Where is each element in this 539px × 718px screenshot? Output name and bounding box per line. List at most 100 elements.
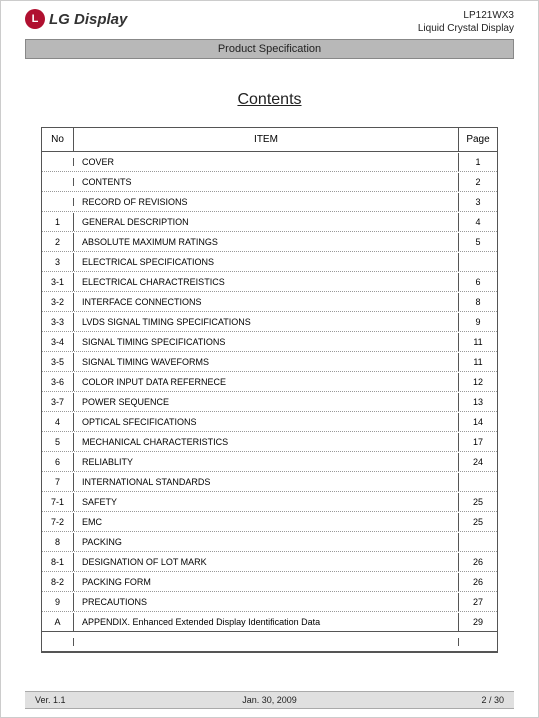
toc-cell-no: 3-4 [42, 333, 74, 351]
toc-cell-page: 27 [459, 593, 497, 611]
toc-cell-item: INTERNATIONAL STANDARDS [74, 473, 459, 491]
toc-cell-no: 3 [42, 253, 74, 271]
toc-body: COVER1CONTENTS2RECORD OF REVISIONS31GENE… [42, 152, 497, 632]
toc-cell-item: PRECAUTIONS [74, 593, 459, 611]
toc-table: No ITEM Page COVER1CONTENTS2RECORD OF RE… [41, 127, 498, 653]
toc-row: RECORD OF REVISIONS3 [42, 192, 497, 212]
toc-row: CONTENTS2 [42, 172, 497, 192]
toc-cell-page [459, 478, 497, 486]
toc-cell-item: MECHANICAL CHARACTERISTICS [74, 433, 459, 451]
toc-cell-no: 3-1 [42, 273, 74, 291]
toc-cell-no [42, 158, 74, 166]
toc-row: 3-2INTERFACE CONNECTIONS8 [42, 292, 497, 312]
toc-cell-item: SIGNAL TIMING SPECIFICATIONS [74, 333, 459, 351]
footer-bar: Ver. 1.1 Jan. 30, 2009 2 / 30 [25, 691, 514, 709]
toc-cell-item: SIGNAL TIMING WAVEFORMS [74, 353, 459, 371]
toc-row: 2ABSOLUTE MAXIMUM RATINGS5 [42, 232, 497, 252]
toc-cell-page: 12 [459, 373, 497, 391]
toc-cell-item: POWER SEQUENCE [74, 393, 459, 411]
toc-cell-no: 9 [42, 593, 74, 611]
toc-row: AAPPENDIX. Enhanced Extended Display Ide… [42, 612, 497, 632]
logo-glyph: L [32, 14, 39, 25]
spec-bar: Product Specification [25, 39, 514, 59]
toc-head-item: ITEM [74, 128, 459, 151]
toc-cell-no: 1 [42, 213, 74, 231]
header-product-info: LP121WX3 Liquid Crystal Display [418, 9, 514, 35]
toc-row: 4OPTICAL SFECIFICATIONS14 [42, 412, 497, 432]
toc-cell-page: 11 [459, 353, 497, 371]
toc-cell-no: 7-2 [42, 513, 74, 531]
toc-head-no: No [42, 128, 74, 151]
toc-cell-page [459, 538, 497, 546]
toc-cell-page: 9 [459, 313, 497, 331]
toc-cell-page: 26 [459, 553, 497, 571]
toc-cell-page: 25 [459, 493, 497, 511]
toc-row: 7-2EMC25 [42, 512, 497, 532]
toc-spacer [42, 632, 497, 652]
toc-cell-page: 25 [459, 513, 497, 531]
logo: L LG Display [25, 9, 127, 29]
toc-cell-item: ELECTRICAL SPECIFICATIONS [74, 253, 459, 271]
toc-row: 3-7POWER SEQUENCE13 [42, 392, 497, 412]
toc-cell-page: 13 [459, 393, 497, 411]
toc-row: 3-5SIGNAL TIMING WAVEFORMS11 [42, 352, 497, 372]
toc-cell-no [42, 178, 74, 186]
toc-row: 3-4SIGNAL TIMING SPECIFICATIONS11 [42, 332, 497, 352]
product-line: Liquid Crystal Display [418, 22, 514, 35]
toc-cell-item: EMC [74, 513, 459, 531]
toc-cell-no: 4 [42, 413, 74, 431]
toc-head-page: Page [459, 128, 497, 151]
toc-cell-no [42, 198, 74, 206]
toc-cell-page: 11 [459, 333, 497, 351]
toc-row: 7INTERNATIONAL STANDARDS [42, 472, 497, 492]
toc-row: 8-1DESIGNATION OF LOT MARK26 [42, 552, 497, 572]
toc-cell-no: 3-2 [42, 293, 74, 311]
footer-date: Jan. 30, 2009 [25, 695, 514, 705]
model-number: LP121WX3 [418, 9, 514, 22]
toc-header-row: No ITEM Page [42, 128, 497, 152]
toc-cell-page: 2 [459, 173, 497, 191]
toc-cell-item: OPTICAL SFECIFICATIONS [74, 413, 459, 431]
toc-row: 8PACKING [42, 532, 497, 552]
toc-cell-item: DESIGNATION OF LOT MARK [74, 553, 459, 571]
page-title: Contents [1, 91, 538, 109]
toc-cell-page: 3 [459, 193, 497, 211]
toc-cell-page: 14 [459, 413, 497, 431]
toc-cell-page [459, 258, 497, 266]
toc-row: 8-2PACKING FORM26 [42, 572, 497, 592]
toc-cell-no: 8 [42, 533, 74, 551]
toc-cell-page: 24 [459, 453, 497, 471]
toc-cell-no: 2 [42, 233, 74, 251]
toc-cell-no: 3-5 [42, 353, 74, 371]
toc-cell-item: LVDS SIGNAL TIMING SPECIFICATIONS [74, 313, 459, 331]
toc-cell-item: ABSOLUTE MAXIMUM RATINGS [74, 233, 459, 251]
toc-cell-no: 7 [42, 473, 74, 491]
toc-cell-no: 3-7 [42, 393, 74, 411]
toc-row: 3-3LVDS SIGNAL TIMING SPECIFICATIONS9 [42, 312, 497, 332]
toc-cell-item: INTERFACE CONNECTIONS [74, 293, 459, 311]
toc-cell-no: 8-2 [42, 573, 74, 591]
toc-cell-no: 3-6 [42, 373, 74, 391]
toc-cell-item: CONTENTS [74, 173, 459, 191]
toc-cell-item: APPENDIX. Enhanced Extended Display Iden… [74, 613, 459, 631]
toc-row: 3-1ELECTRICAL CHARACTREISTICS6 [42, 272, 497, 292]
toc-cell-item: RECORD OF REVISIONS [74, 193, 459, 211]
toc-cell-no: 3-3 [42, 313, 74, 331]
toc-cell-page: 26 [459, 573, 497, 591]
toc-row: 9PRECAUTIONS27 [42, 592, 497, 612]
toc-row: 7-1SAFETY25 [42, 492, 497, 512]
toc-cell-page: 6 [459, 273, 497, 291]
toc-cell-no: 7-1 [42, 493, 74, 511]
toc-cell-no: 5 [42, 433, 74, 451]
toc-cell-page: 1 [459, 153, 497, 171]
toc-cell-no: A [42, 613, 74, 631]
footer-version: Ver. 1.1 [35, 695, 66, 705]
toc-cell-item: PACKING FORM [74, 573, 459, 591]
toc-cell-page: 5 [459, 233, 497, 251]
toc-cell-item: COLOR INPUT DATA REFERNECE [74, 373, 459, 391]
toc-cell-page: 8 [459, 293, 497, 311]
footer-page: 2 / 30 [481, 695, 504, 705]
toc-row: 6RELIABLITY24 [42, 452, 497, 472]
toc-row: 3-6COLOR INPUT DATA REFERNECE12 [42, 372, 497, 392]
toc-row: 3ELECTRICAL SPECIFICATIONS [42, 252, 497, 272]
